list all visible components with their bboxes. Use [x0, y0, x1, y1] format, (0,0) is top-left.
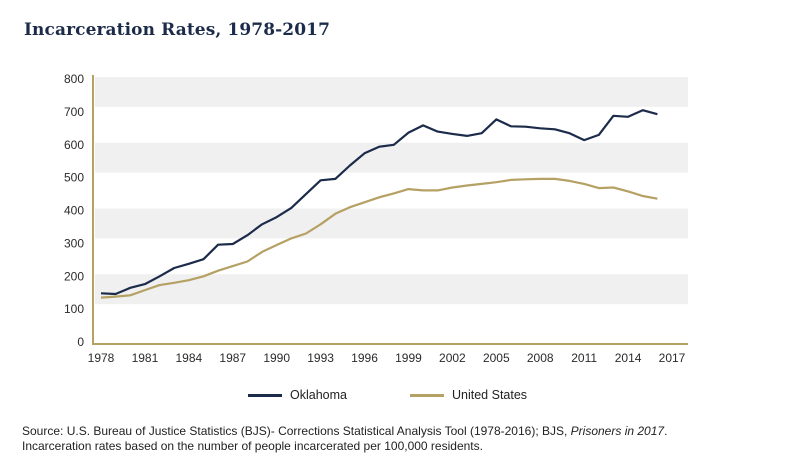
y-tick-label: 700 [64, 105, 84, 119]
x-tick-label: 2008 [527, 351, 554, 365]
y-tick-label: 300 [64, 236, 84, 250]
legend-item-united-states: United States [410, 388, 527, 402]
source-publication-title: Prisoners in 2017 [570, 424, 665, 438]
source-line-1: Source: U.S. Bureau of Justice Statistic… [22, 424, 668, 438]
x-tick-label: 1993 [307, 351, 334, 365]
x-tick-label: 2005 [483, 351, 510, 365]
x-tick-label: 2017 [659, 351, 686, 365]
x-tick-label: 1984 [175, 351, 202, 365]
legend-swatch-oklahoma [248, 393, 282, 397]
source-note: Source: U.S. Bureau of Justice Statistic… [22, 424, 782, 454]
series-lines [100, 109, 658, 299]
y-tick-label: 0 [77, 335, 84, 349]
grid-bands [95, 77, 688, 305]
x-tick-label: 1978 [88, 351, 115, 365]
x-tick-label: 2014 [615, 351, 642, 365]
x-axis-ticks: 1978 1981 1984 1987 1990 1993 1996 1999 2002 2005… [88, 351, 686, 365]
y-tick-label: 500 [64, 171, 84, 185]
legend-label-united-states: United States [452, 388, 528, 402]
y-tick-label: 800 [64, 72, 84, 86]
x-tick-label: 1990 [263, 351, 290, 365]
y-tick-label: 200 [64, 269, 84, 283]
source-line-2: Incarceration rates based on the number … [22, 439, 483, 453]
x-tick-label: 1996 [351, 351, 378, 365]
grid-band [95, 208, 688, 239]
legend: Oklahoma United States [0, 388, 800, 408]
y-axis-ticks: 0 100 200 300 400 500 600 700 800 [64, 72, 84, 349]
legend-label-oklahoma: Oklahoma [290, 388, 347, 402]
grid-band [95, 142, 688, 173]
legend-item-oklahoma: Oklahoma [248, 388, 347, 402]
x-tick-label: 1999 [395, 351, 422, 365]
chart-title: Incarceration Rates, 1978-2017 [24, 20, 330, 40]
x-tick-label: 1981 [132, 351, 159, 365]
x-tick-label: 2011 [571, 351, 597, 365]
y-tick-label: 600 [64, 138, 84, 152]
x-tick-label: 1987 [219, 351, 246, 365]
grid-band [95, 274, 688, 305]
grid-band [95, 77, 688, 107]
series-line-oklahoma [100, 109, 658, 296]
legend-swatch-united-states [410, 393, 444, 397]
y-tick-label: 400 [64, 204, 84, 218]
x-tick-label: 2002 [439, 351, 466, 365]
y-tick-label: 100 [64, 302, 84, 316]
